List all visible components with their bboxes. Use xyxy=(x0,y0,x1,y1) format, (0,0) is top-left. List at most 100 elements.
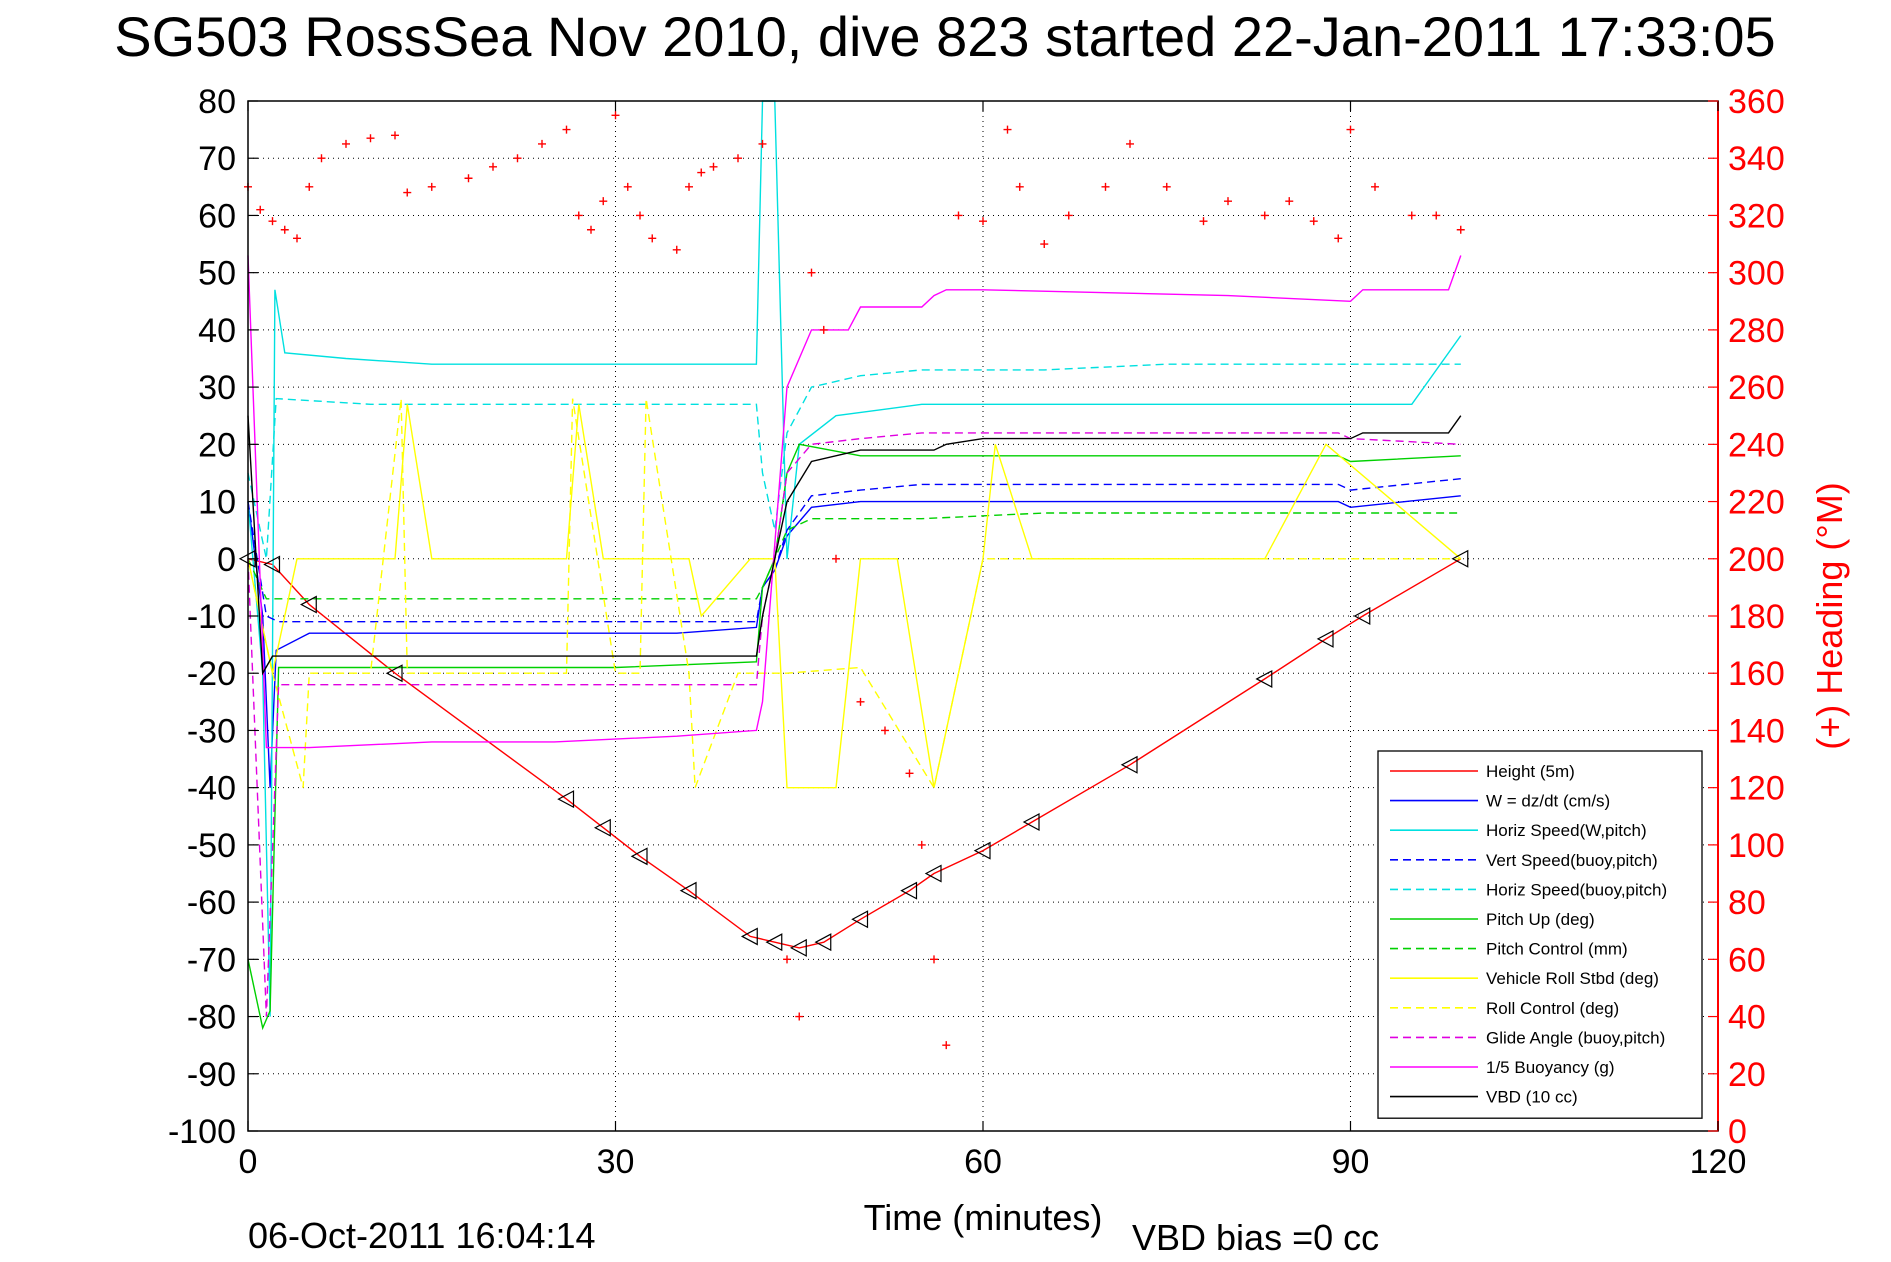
heading-marker xyxy=(1064,211,1073,220)
series-roll-control-deg xyxy=(247,398,1461,790)
heading-marker xyxy=(1040,240,1049,249)
heading-marker xyxy=(917,840,926,849)
right-y-tick-label: 360 xyxy=(1728,83,1785,121)
heading-marker xyxy=(391,131,399,140)
y-tick-label: 60 xyxy=(198,197,236,235)
heading-marker xyxy=(1162,182,1171,191)
right-y-tick-label: 100 xyxy=(1728,827,1785,865)
chart-title: SG503 RossSea Nov 2010, dive 823 started… xyxy=(114,5,1775,68)
height-marker xyxy=(1316,629,1334,648)
series-vehicle-roll-stbd-deg xyxy=(247,404,1462,789)
height-marker xyxy=(385,664,403,683)
heading-marker xyxy=(1346,125,1355,134)
y-tick-label: 20 xyxy=(198,426,236,464)
series-vbd-10-cc xyxy=(247,415,1462,676)
heading-marker xyxy=(427,182,436,191)
heading-marker xyxy=(734,154,742,163)
heading-marker xyxy=(672,245,681,254)
x-tick-label: 90 xyxy=(1332,1143,1370,1181)
legend-entry-vert-speed-buoy-pitch: Vert Speed(buoy,pitch) xyxy=(1486,851,1658,870)
height-marker xyxy=(679,881,697,900)
legend-entry-pitch-control-mm: Pitch Control (mm) xyxy=(1486,940,1628,959)
heading-marker xyxy=(366,134,375,143)
heading-marker xyxy=(795,1012,804,1021)
legend-entry-1-5-buoyancy-g: 1/5 Buoyancy (g) xyxy=(1486,1058,1615,1077)
y-tick-label: -100 xyxy=(168,1113,236,1151)
right-y-tick-label: 160 xyxy=(1728,655,1785,693)
heading-marker xyxy=(1456,225,1465,234)
y-tick-label: -20 xyxy=(187,655,236,693)
height-marker xyxy=(630,847,648,866)
heading-marker xyxy=(342,139,350,148)
series-heading xyxy=(244,111,1465,1050)
right-y-tick-label: 340 xyxy=(1728,140,1785,178)
height-marker xyxy=(593,818,611,837)
heading-marker xyxy=(256,205,265,214)
heading-marker xyxy=(538,139,546,148)
right-y-tick-label: 40 xyxy=(1728,999,1766,1037)
height-marker xyxy=(1255,669,1273,688)
y-tick-label: 70 xyxy=(198,140,236,178)
x-tick-label: 120 xyxy=(1690,1143,1747,1181)
right-y-tick-label: 260 xyxy=(1728,369,1785,407)
legend-entry-w-dz-dt-cm-s: W = dz/dt (cm/s) xyxy=(1486,792,1610,811)
y-tick-label: 0 xyxy=(217,541,236,579)
right-y-tick-label: 0 xyxy=(1728,1113,1747,1151)
y-tick-label: 80 xyxy=(198,83,236,121)
series-horiz-speed-buoy-pitch xyxy=(247,363,1461,559)
heading-marker xyxy=(697,168,706,177)
heading-marker xyxy=(1407,211,1416,220)
heading-marker xyxy=(648,234,657,243)
heading-marker xyxy=(685,182,693,191)
heading-marker xyxy=(587,225,595,234)
footer-timestamp: 06-Oct-2011 16:04:14 xyxy=(248,1215,596,1256)
heading-marker xyxy=(942,1041,951,1050)
right-y-tick-label: 60 xyxy=(1728,941,1766,979)
legend-entry-horiz-speed-buoy-pitch: Horiz Speed(buoy,pitch) xyxy=(1486,880,1667,899)
heading-marker xyxy=(611,111,620,120)
heading-marker xyxy=(1309,217,1318,226)
y-tick-label: -90 xyxy=(187,1056,236,1094)
legend-entry-pitch-up-deg: Pitch Up (deg) xyxy=(1486,910,1595,929)
heading-marker xyxy=(305,182,314,191)
height-marker xyxy=(263,555,281,574)
heading-marker xyxy=(599,197,608,206)
height-marker xyxy=(765,933,783,952)
series-glide-angle-buoy-pitch xyxy=(247,432,1461,1017)
heading-marker xyxy=(280,225,289,234)
heading-marker xyxy=(979,217,987,226)
heading-marker xyxy=(1432,211,1441,220)
heading-marker xyxy=(1015,182,1024,191)
x-tick-label: 30 xyxy=(597,1143,635,1181)
y-tick-label: -70 xyxy=(187,941,236,979)
heading-marker xyxy=(905,769,914,778)
heading-marker xyxy=(636,211,644,220)
right-y-tick-label: 180 xyxy=(1728,598,1785,636)
height-marker xyxy=(299,595,317,614)
x-axis-label: Time (minutes) xyxy=(864,1197,1103,1238)
height-markers xyxy=(238,549,1469,957)
heading-marker xyxy=(1260,211,1269,220)
legend-entry-horiz-speed-w-pitch: Horiz Speed(W,pitch) xyxy=(1486,821,1647,840)
y-tick-label: 40 xyxy=(198,312,236,350)
height-marker xyxy=(1451,549,1469,568)
right-y-tick-label: 140 xyxy=(1728,712,1785,750)
heading-marker xyxy=(881,726,889,735)
heading-marker xyxy=(1101,182,1110,191)
y-tick-label: 50 xyxy=(198,255,236,293)
height-marker xyxy=(814,933,832,952)
series-group xyxy=(238,100,1469,1050)
right-y-tick-label: 280 xyxy=(1728,312,1785,350)
legend: Height (5m) W = dz/dt (cm/s) Horiz Speed(W… xyxy=(1377,750,1703,1119)
heading-marker xyxy=(856,697,865,706)
heading-marker xyxy=(819,325,828,334)
series-pitch-control-mm xyxy=(247,512,1461,600)
right-y-tick-label: 320 xyxy=(1728,197,1785,235)
y-tick-label: -80 xyxy=(187,999,236,1037)
height-marker xyxy=(1353,607,1371,625)
heading-marker xyxy=(783,955,791,964)
heading-marker xyxy=(832,554,840,563)
heading-marker xyxy=(807,268,816,277)
right-y-tick-label: 120 xyxy=(1728,770,1785,808)
